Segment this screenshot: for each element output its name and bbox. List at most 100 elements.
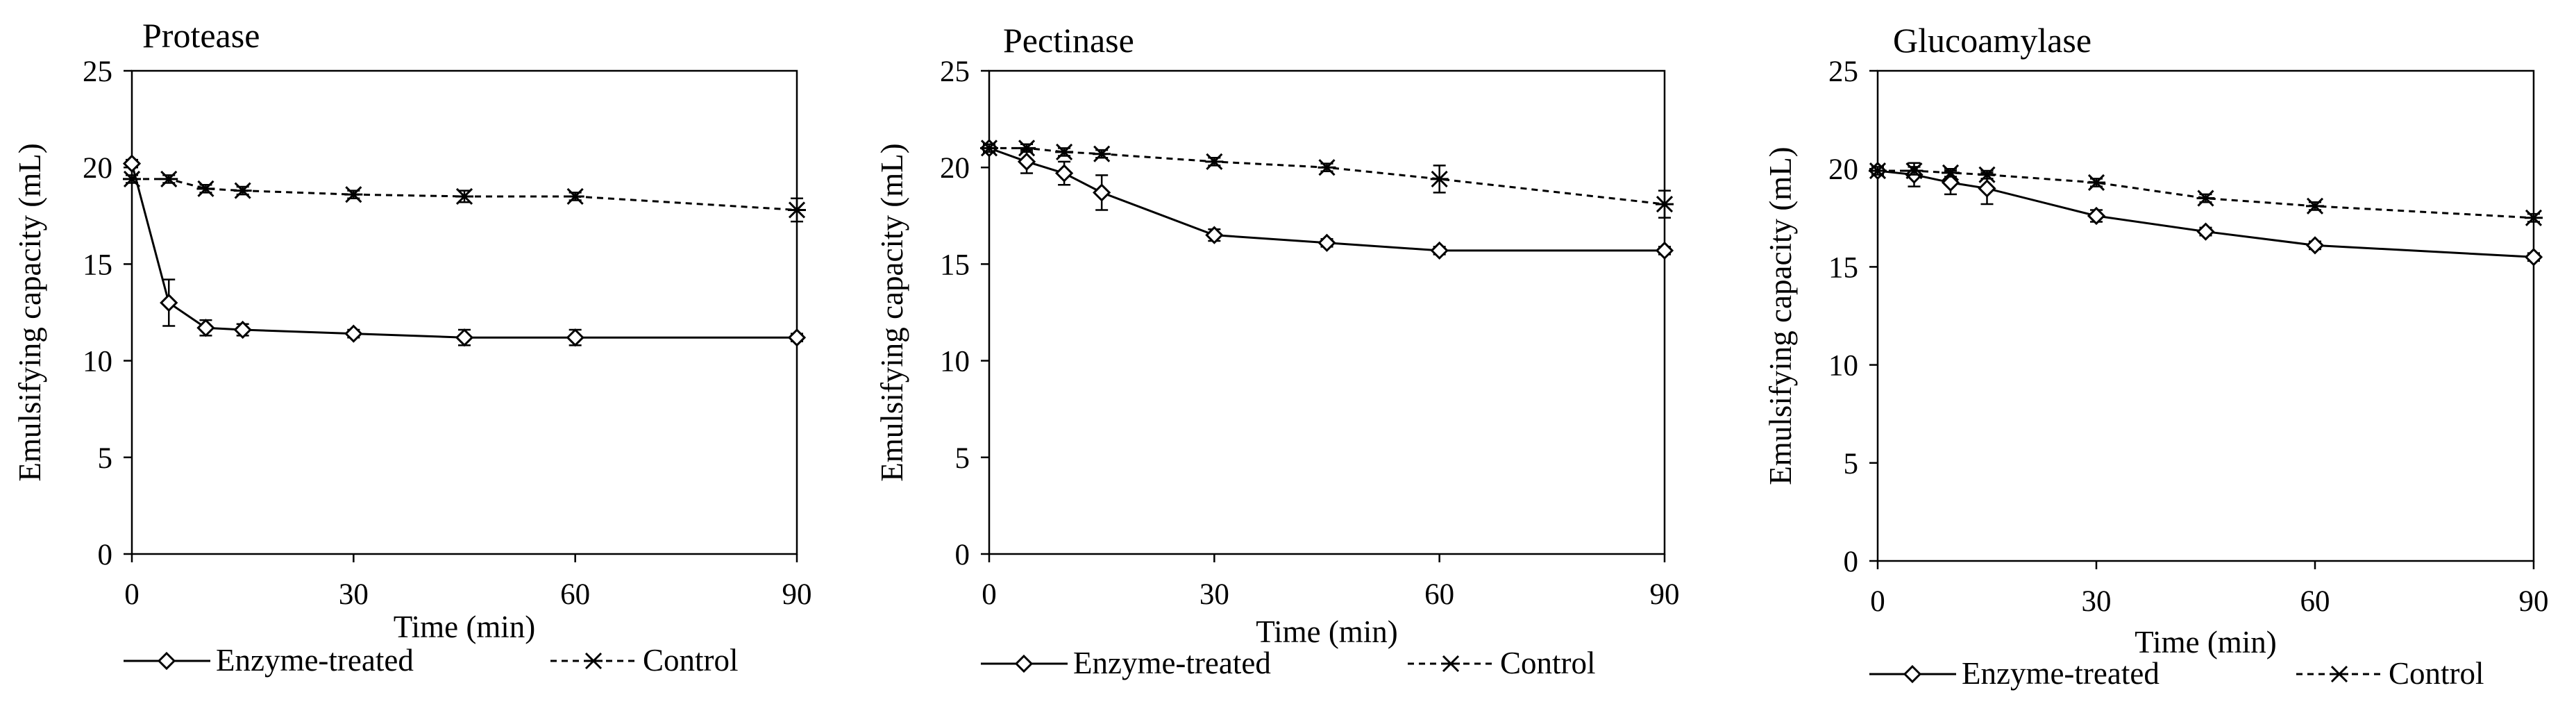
data-point-enzyme-treated bbox=[2196, 222, 2215, 241]
data-point-enzyme-treated bbox=[2524, 248, 2543, 267]
legend-marker-enzyme-treated bbox=[1903, 664, 1922, 684]
legend-marker-control bbox=[1442, 655, 1460, 673]
data-point-control bbox=[1905, 162, 1923, 180]
plot-frame bbox=[131, 69, 798, 555]
x-axis-label: Time (min) bbox=[2135, 625, 2277, 660]
y-axis-label: Emulsifying capacity (mL) bbox=[12, 143, 47, 481]
x-tick-label: 0 bbox=[982, 578, 997, 611]
data-point-control bbox=[1055, 143, 1074, 160]
series-line-control bbox=[132, 178, 798, 211]
data-point-control bbox=[1656, 196, 1674, 213]
data-point-enzyme-treated bbox=[344, 324, 363, 343]
legend: Enzyme-treated Control bbox=[124, 643, 739, 678]
x-axis-label: Time (min) bbox=[1256, 614, 1398, 649]
chart-title: Protease bbox=[142, 16, 260, 55]
data-point-enzyme-treated bbox=[1318, 233, 1336, 252]
y-tick-label: 20 bbox=[1828, 153, 1858, 186]
legend-label-enzyme-treated: Enzyme-treated bbox=[1073, 646, 1271, 680]
legend-label-control: Control bbox=[1500, 646, 1596, 680]
legend-label-control: Control bbox=[643, 643, 739, 678]
data-point-enzyme-treated bbox=[196, 319, 215, 337]
data-point-control bbox=[455, 187, 473, 205]
data-point-control bbox=[2525, 209, 2543, 226]
y-tick-label: 5 bbox=[955, 442, 970, 475]
x-tick-label: 60 bbox=[1424, 578, 1454, 611]
data-point-control bbox=[2306, 197, 2324, 215]
series-line-enzyme-treated bbox=[131, 163, 797, 339]
y-tick-label: 20 bbox=[83, 152, 112, 185]
x-axis-label: Time (min) bbox=[394, 610, 536, 644]
legend-marker-enzyme-treated bbox=[1014, 654, 1034, 673]
data-point-control bbox=[566, 187, 584, 205]
data-point-enzyme-treated bbox=[1054, 164, 1074, 183]
chart-protease: 0 5 10 15 20 25 0 30 60 90 Protease Time (min) Emuls… bbox=[12, 16, 812, 678]
legend: Enzyme-treated Control bbox=[1869, 656, 2484, 691]
x-tick-label: 60 bbox=[2300, 585, 2330, 618]
y-tick-label: 15 bbox=[83, 249, 112, 281]
chart-title: Pectinase bbox=[1003, 21, 1134, 60]
y-tick-label: 10 bbox=[83, 346, 112, 378]
x-tick-label: 90 bbox=[2519, 585, 2549, 618]
x-tick-label: 30 bbox=[2082, 585, 2112, 618]
chart-pectinase: 0 5 10 15 20 25 0 30 60 90 Pectinase Time (min) Emul… bbox=[875, 21, 1680, 680]
data-point-control bbox=[1018, 140, 1036, 157]
data-point-control bbox=[2196, 190, 2215, 207]
legend-marker-control bbox=[2330, 665, 2348, 683]
data-point-enzyme-treated bbox=[160, 293, 178, 312]
y-tick-label: 15 bbox=[1828, 251, 1858, 284]
series-line-control bbox=[989, 146, 1665, 205]
y-tick-label: 25 bbox=[1828, 56, 1858, 88]
y-tick-label: 15 bbox=[940, 249, 970, 281]
x-tick-label: 30 bbox=[1199, 578, 1229, 611]
y-tick-label: 10 bbox=[940, 346, 970, 378]
legend-label-enzyme-treated: Enzyme-treated bbox=[1962, 656, 2160, 691]
legend-label-enzyme-treated: Enzyme-treated bbox=[216, 643, 414, 678]
y-tick-label: 5 bbox=[98, 442, 113, 475]
data-point-control bbox=[196, 180, 215, 197]
legend-marker-control bbox=[584, 652, 603, 670]
data-point-enzyme-treated bbox=[122, 154, 142, 173]
data-point-control bbox=[344, 186, 363, 203]
y-tick-label: 5 bbox=[1844, 448, 1859, 480]
x-tick-label: 60 bbox=[560, 578, 590, 611]
y-tick-label: 20 bbox=[940, 152, 970, 185]
y-tick-label: 10 bbox=[1828, 350, 1858, 383]
data-point-control bbox=[1205, 153, 1224, 170]
data-point-enzyme-treated bbox=[1017, 152, 1036, 171]
legend: Enzyme-treated Control bbox=[981, 646, 1596, 680]
data-point-control bbox=[1430, 170, 1449, 187]
data-point-control bbox=[1093, 145, 1111, 162]
data-point-enzyme-treated bbox=[1205, 226, 1224, 244]
data-point-control bbox=[1869, 162, 1887, 180]
data-point-enzyme-treated bbox=[455, 328, 474, 347]
data-point-control bbox=[1978, 166, 1996, 183]
y-tick-label: 0 bbox=[98, 539, 113, 571]
plot-frame bbox=[1876, 69, 2535, 562]
data-point-enzyme-treated bbox=[1430, 241, 1449, 260]
x-tick-label: 90 bbox=[1650, 578, 1680, 611]
data-point-enzyme-treated bbox=[1978, 179, 1996, 198]
data-point-enzyme-treated bbox=[566, 328, 584, 347]
plot-frame bbox=[988, 69, 1666, 555]
y-tick-label: 25 bbox=[940, 56, 970, 88]
data-point-enzyme-treated bbox=[2087, 206, 2106, 226]
x-tick-label: 0 bbox=[124, 578, 140, 611]
x-tick-label: 0 bbox=[1870, 585, 1885, 618]
data-point-enzyme-treated bbox=[1093, 183, 1111, 202]
y-tick-label: 0 bbox=[955, 539, 970, 571]
y-axis-label: Emulsifying capacity (mL) bbox=[875, 143, 909, 481]
data-point-control bbox=[2087, 174, 2105, 192]
data-point-control bbox=[160, 170, 178, 187]
y-tick-label: 25 bbox=[83, 56, 112, 88]
data-point-enzyme-treated bbox=[233, 320, 252, 339]
x-tick-label: 30 bbox=[339, 578, 369, 611]
legend-marker-enzyme-treated bbox=[157, 651, 176, 671]
data-point-enzyme-treated bbox=[1941, 173, 1960, 192]
data-point-enzyme-treated bbox=[787, 328, 807, 347]
series-line-enzyme-treated bbox=[1877, 169, 2534, 258]
data-point-control bbox=[123, 170, 141, 187]
data-point-control bbox=[788, 201, 806, 219]
chart-title: Glucoamylase bbox=[1893, 21, 2091, 60]
